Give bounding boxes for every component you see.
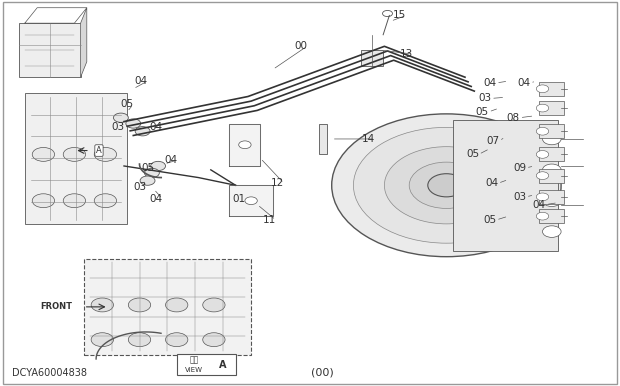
Text: 参考: 参考 [190,356,199,365]
Bar [319,124,327,154]
Text: 04: 04 [485,178,498,188]
Bar [19,23,81,77]
Circle shape [140,176,155,185]
Bar [25,93,127,224]
Text: FRONT: FRONT [40,302,73,312]
Bar [84,259,251,355]
Circle shape [536,193,549,201]
Text: VIEW: VIEW [185,367,203,373]
Circle shape [536,104,549,112]
Circle shape [126,119,141,128]
Bar [539,101,564,115]
Text: (00): (00) [311,367,334,378]
Circle shape [203,333,225,347]
Circle shape [63,147,86,161]
Text: 04: 04 [517,78,531,88]
Text: 05: 05 [476,107,489,117]
Text: 15: 15 [393,10,407,20]
Text: 04: 04 [483,78,497,88]
Text: 01: 01 [232,194,246,204]
Circle shape [128,333,151,347]
Text: 03: 03 [133,182,146,192]
Bar [539,190,564,204]
Text: 05: 05 [120,99,134,109]
Circle shape [542,195,561,207]
Text: 04: 04 [533,200,546,210]
Text: 00: 00 [294,41,307,51]
Bar [539,147,564,161]
Text: 03: 03 [111,122,125,132]
Text: 04: 04 [149,122,163,132]
Circle shape [542,164,561,176]
Text: DCYA60004838: DCYA60004838 [12,367,87,378]
Circle shape [63,194,86,208]
Circle shape [542,133,561,145]
Circle shape [32,194,55,208]
Polygon shape [81,8,87,77]
Text: A: A [219,360,226,369]
Text: 09: 09 [513,163,526,173]
Circle shape [128,298,151,312]
Circle shape [91,298,113,312]
Circle shape [166,333,188,347]
Text: 03: 03 [513,192,526,202]
Text: 08: 08 [507,113,520,123]
Bar [539,82,564,96]
Circle shape [32,147,55,161]
Polygon shape [229,185,273,216]
Circle shape [113,113,128,122]
Polygon shape [229,124,260,166]
Bar [361,50,383,66]
Text: 05: 05 [483,215,497,225]
Circle shape [332,114,561,257]
Circle shape [536,85,549,93]
Circle shape [166,298,188,312]
Circle shape [245,197,257,205]
Text: A: A [96,146,102,155]
Circle shape [353,127,539,243]
Circle shape [91,333,113,347]
Bar [539,209,564,223]
Text: 04: 04 [164,155,177,165]
Circle shape [135,127,150,136]
Text: 12: 12 [271,178,285,188]
Text: 13: 13 [399,49,413,59]
Bar [177,354,236,375]
Text: 14: 14 [362,134,376,144]
Circle shape [536,127,549,135]
Circle shape [384,147,508,224]
Circle shape [203,298,225,312]
Bar [539,169,564,183]
Circle shape [428,174,465,197]
Text: 04: 04 [149,194,163,204]
Circle shape [536,172,549,179]
Circle shape [94,194,117,208]
Text: 11: 11 [263,215,277,225]
Text: 07: 07 [486,136,500,146]
Circle shape [409,162,484,208]
Circle shape [542,226,561,237]
Text: 03: 03 [478,93,492,103]
Circle shape [383,10,392,17]
Text: 05: 05 [466,149,479,159]
Circle shape [94,147,117,161]
Circle shape [151,161,166,171]
Circle shape [239,141,251,149]
Text: 05: 05 [141,163,154,173]
Circle shape [144,168,159,178]
Circle shape [536,212,549,220]
Bar [453,120,558,251]
Circle shape [536,151,549,158]
Bar [539,124,564,138]
Text: 04: 04 [135,76,148,86]
